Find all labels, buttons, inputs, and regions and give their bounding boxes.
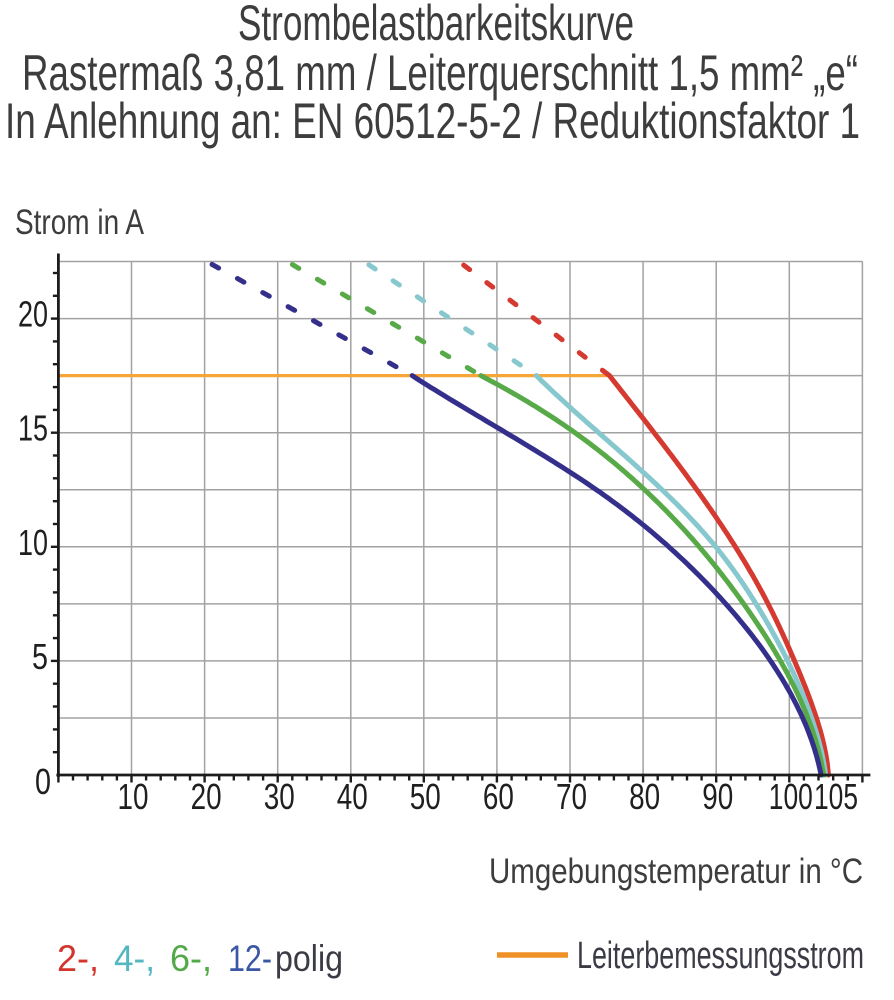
svg-text:5: 5 xyxy=(32,636,48,677)
svg-text:Strom in A: Strom in A xyxy=(15,203,145,242)
svg-text:0: 0 xyxy=(35,761,51,802)
svg-text:12-: 12- xyxy=(228,938,272,979)
svg-text:50: 50 xyxy=(410,776,441,817)
svg-text:60: 60 xyxy=(483,776,514,817)
svg-text:15: 15 xyxy=(18,408,48,449)
svg-text:Rastermaß 3,81 mm / Leiterquer: Rastermaß 3,81 mm / Leiterquerschnitt 1,… xyxy=(22,45,858,101)
svg-text:10: 10 xyxy=(118,776,149,817)
svg-text:80: 80 xyxy=(629,776,660,817)
svg-text:100: 100 xyxy=(769,776,813,817)
svg-text:2-,: 2-, xyxy=(57,938,99,979)
svg-text:In Anlehnung an: EN 60512-5-2: In Anlehnung an: EN 60512-5-2 / Reduktio… xyxy=(5,93,860,149)
svg-text:6-,: 6-, xyxy=(170,938,212,979)
svg-text:Strombelastbarkeitskurve: Strombelastbarkeitskurve xyxy=(238,0,634,51)
svg-text:4-,: 4-, xyxy=(114,938,155,979)
svg-text:105: 105 xyxy=(814,776,858,817)
svg-text:40: 40 xyxy=(337,776,368,817)
svg-text:90: 90 xyxy=(702,776,733,817)
svg-text:20: 20 xyxy=(18,294,48,335)
svg-text:Leiterbemessungsstrom: Leiterbemessungsstrom xyxy=(577,935,864,977)
svg-text:Umgebungstemperatur in °C: Umgebungstemperatur in °C xyxy=(489,852,863,891)
svg-text:20: 20 xyxy=(191,776,222,817)
svg-text:70: 70 xyxy=(556,776,587,817)
svg-text:30: 30 xyxy=(264,776,295,817)
svg-text:10: 10 xyxy=(18,522,48,563)
svg-text:polig: polig xyxy=(275,938,343,979)
